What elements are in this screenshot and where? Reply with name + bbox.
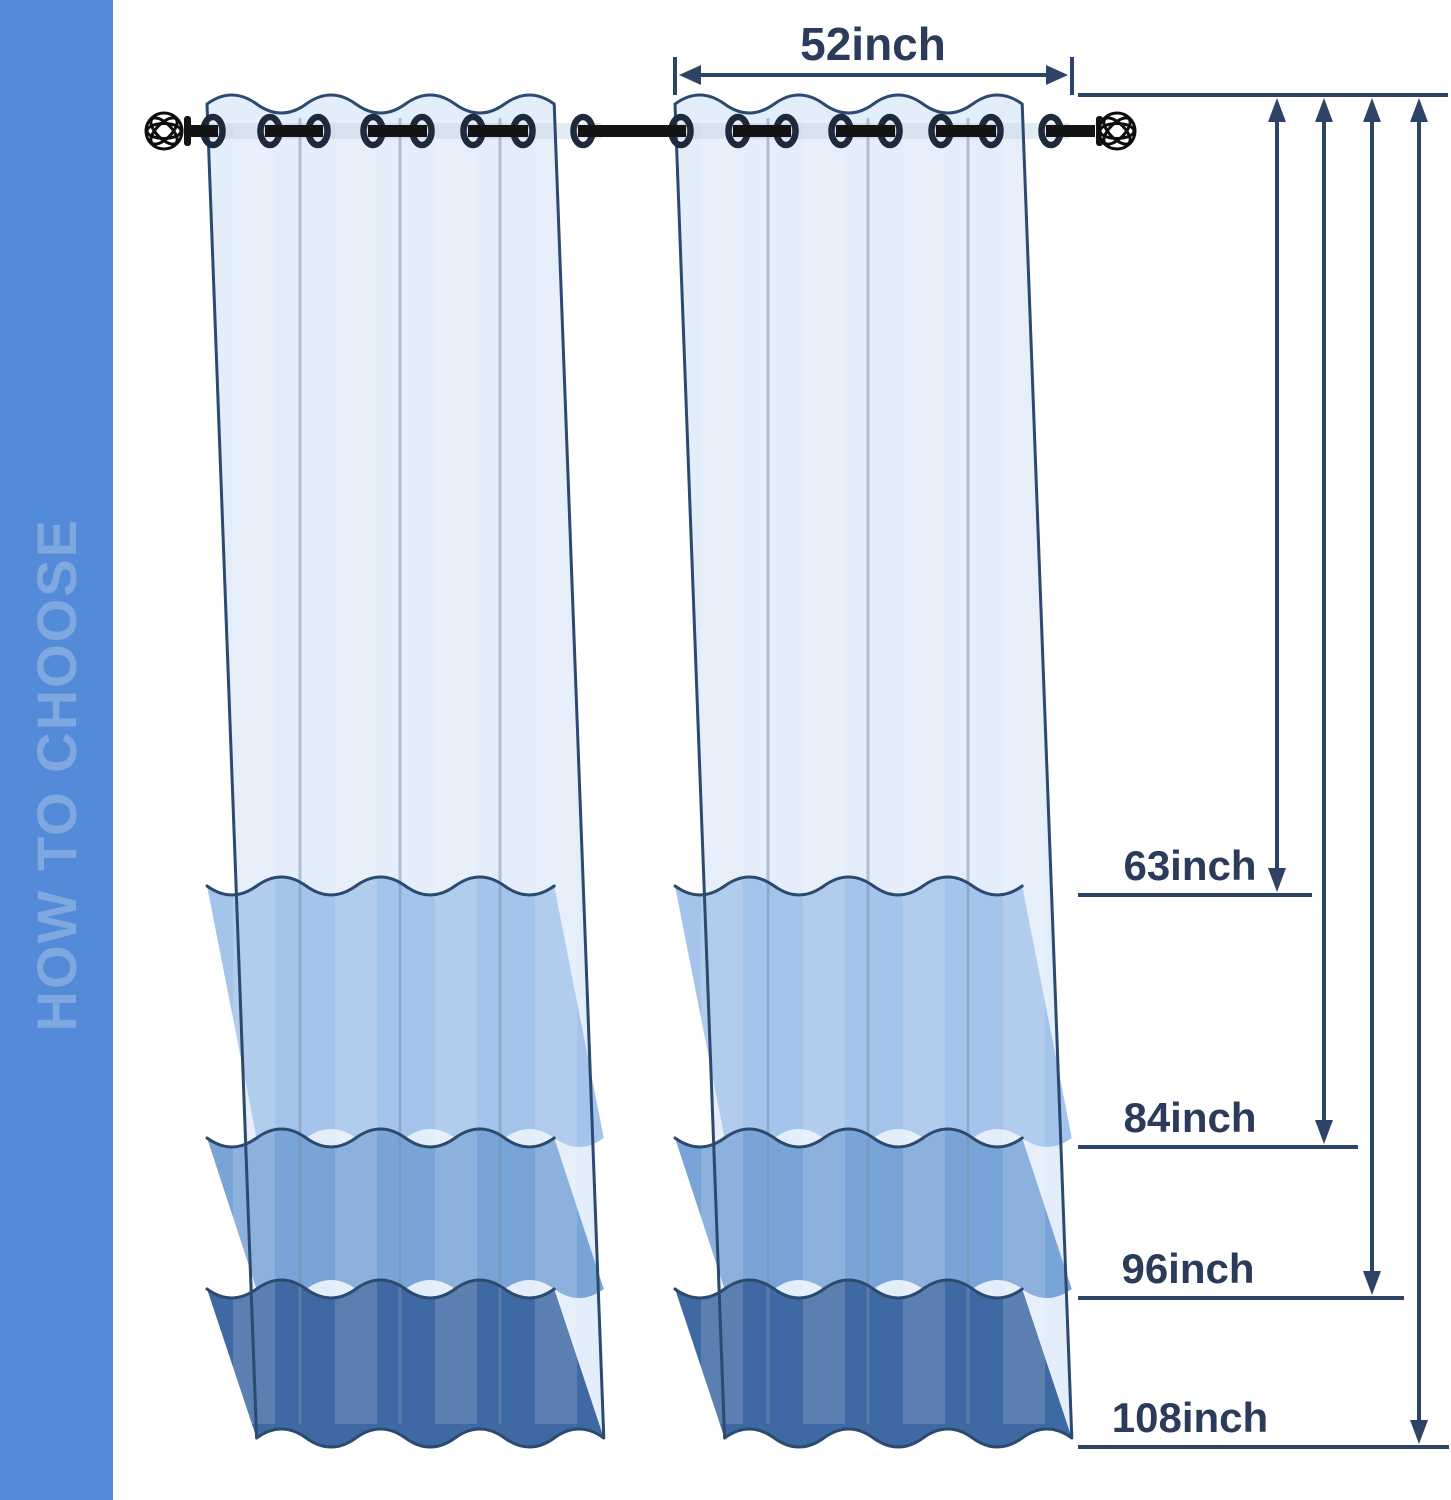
curtain-band-upper-mid: [207, 877, 604, 1147]
fold-highlight: [335, 118, 377, 1424]
sidebar: HOW TO CHOOSE: [0, 0, 113, 1500]
fold-lines: [298, 118, 502, 1424]
rod-segment: [936, 125, 996, 137]
arrow-left-icon: [679, 65, 701, 85]
rod-segment: [185, 125, 218, 137]
curtain-band-lower-mid: [207, 1129, 604, 1298]
arrow-up-icon: [1268, 98, 1286, 122]
finial-icon: [1096, 111, 1137, 151]
fold-highlight: [233, 118, 275, 1424]
curtain-panel-right: [672, 95, 1072, 1447]
rod-segment: [836, 125, 895, 137]
arrow-right-icon: [1046, 65, 1068, 85]
arrow-down-icon: [1363, 1271, 1381, 1295]
length-dimension-63: 63inch: [1078, 98, 1312, 897]
length-label: 108inch: [1112, 1394, 1268, 1441]
rod-segment: [1046, 125, 1095, 137]
rod-segment: [733, 125, 791, 137]
length-label: 63inch: [1123, 842, 1256, 889]
arrow-up-icon: [1410, 98, 1428, 122]
length-label: 96inch: [1121, 1245, 1254, 1292]
arrow-up-icon: [1363, 98, 1381, 122]
curtain-panel: [204, 93, 606, 1449]
arrow-down-icon: [1315, 1120, 1333, 1144]
rod-segment: [368, 125, 427, 137]
curtain-band-bottom: [207, 1280, 604, 1447]
rod-segment: [468, 125, 528, 137]
band-separator-63: [205, 875, 556, 897]
curtain-rod: [144, 111, 1137, 151]
arrow-down-icon: [1410, 1420, 1428, 1444]
length-dimension-84: 84inch: [1078, 98, 1358, 1149]
width-dimension: 52inch: [673, 18, 1074, 95]
fold-highlight: [535, 118, 577, 1424]
length-dimension-108: 108inch: [1078, 98, 1449, 1449]
band-separator-84: [205, 1127, 556, 1149]
rod-segment: [578, 125, 686, 137]
length-label: 84inch: [1123, 1094, 1256, 1141]
length-dimension-96: 96inch: [1078, 98, 1404, 1300]
finial-icon: [144, 111, 191, 151]
width-label: 52inch: [800, 18, 946, 70]
curtain-panel-outline: [205, 93, 606, 1449]
arrow-up-icon: [1315, 98, 1333, 122]
rod-segment: [265, 125, 323, 137]
arrow-down-icon: [1268, 868, 1286, 892]
band-separator-96: [205, 1278, 556, 1300]
fold-highlight: [435, 118, 477, 1424]
length-dimensions: 63inch 84inch 96inch: [1078, 93, 1449, 1449]
